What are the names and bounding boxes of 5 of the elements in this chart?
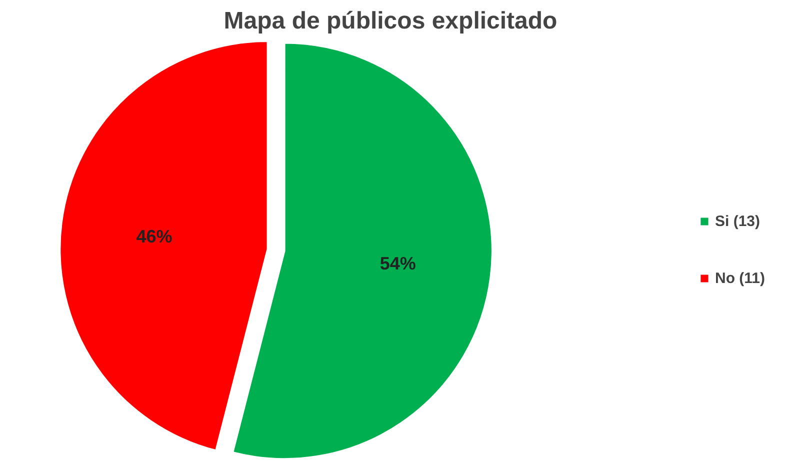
chart-title: Mapa de públicos explicitado (224, 8, 558, 34)
legend-label: Si (13) (714, 212, 760, 230)
data-label: 54% (380, 254, 416, 274)
legend-label: No (11) (714, 270, 765, 286)
data-label: 46% (136, 226, 172, 246)
